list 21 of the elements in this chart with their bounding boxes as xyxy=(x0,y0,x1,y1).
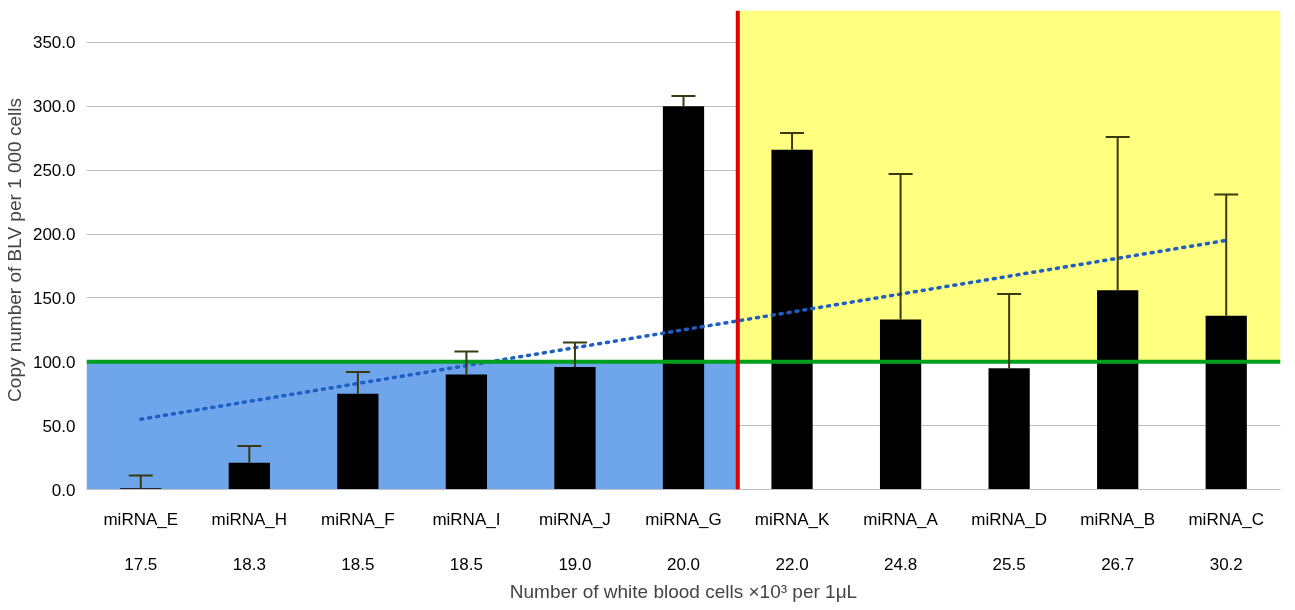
y-tick-label: 200.0 xyxy=(32,225,76,245)
category-label: miRNA_B 26.7 xyxy=(1080,509,1155,575)
category-label: miRNA_H 18.3 xyxy=(211,509,288,575)
y-tick-label: 250.0 xyxy=(32,161,76,181)
category-label: miRNA_A 24.8 xyxy=(863,509,938,575)
category-label: miRNA_G 20.0 xyxy=(645,509,722,575)
category-label: miRNA_E 17.5 xyxy=(103,509,179,575)
y-tick-label: 0.0 xyxy=(51,480,76,500)
category-label: miRNA_J 19.0 xyxy=(539,509,611,575)
category-label: miRNA_C 30.2 xyxy=(1188,509,1265,575)
category-label: miRNA_I 18.5 xyxy=(432,509,501,575)
category-label: miRNA_K 22.0 xyxy=(754,509,830,575)
y-axis-title: Copy number of BLV per 1 000 cells xyxy=(3,98,25,402)
category-label: miRNA_F 18.5 xyxy=(321,509,395,575)
category-label: miRNA_D 25.5 xyxy=(971,509,1047,575)
y-tick-label: 150.0 xyxy=(32,288,76,308)
y-tick-label: 350.0 xyxy=(32,33,76,53)
y-tick-label: 300.0 xyxy=(32,97,76,117)
y-tick-label: 50.0 xyxy=(42,416,76,436)
y-tick-label: 100.0 xyxy=(32,352,76,372)
x-axis-title: Number of white blood cells ×10³ per 1μL xyxy=(509,581,858,603)
